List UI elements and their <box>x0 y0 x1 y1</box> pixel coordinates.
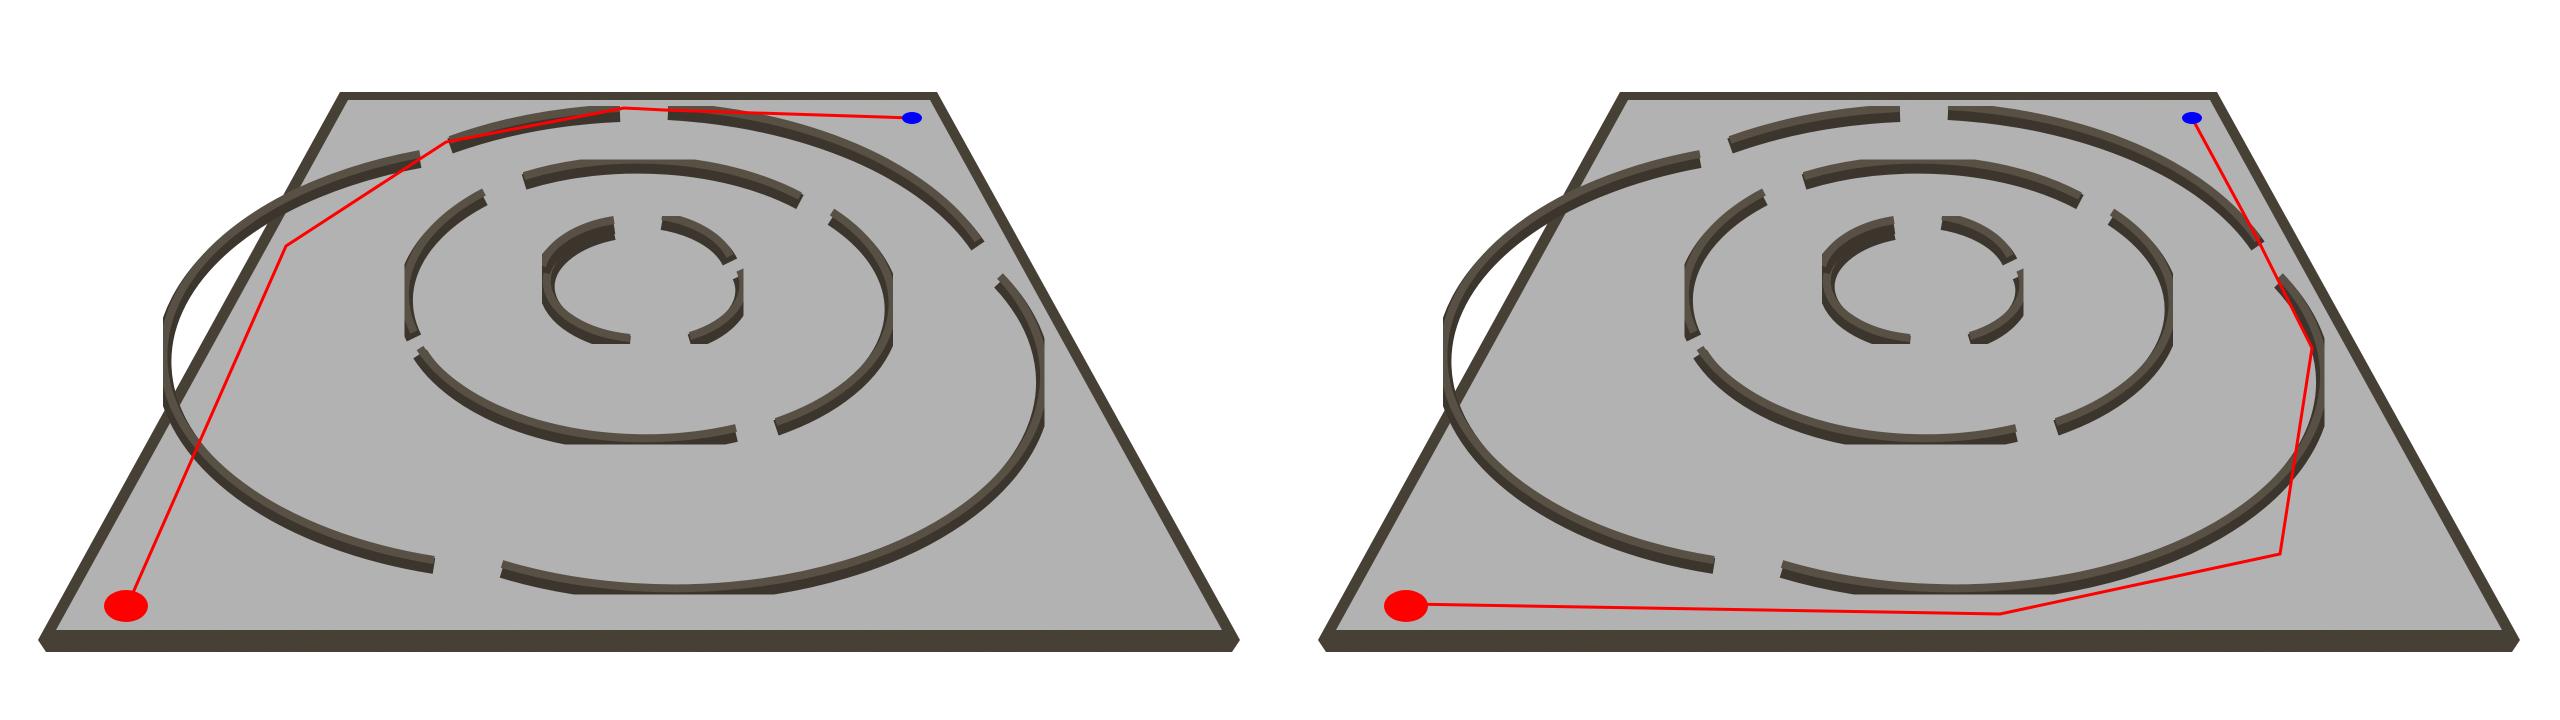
wall-segment <box>667 104 985 251</box>
maze-panel-left <box>38 92 1240 652</box>
planned-path <box>126 106 913 605</box>
inner-ring <box>1814 212 2032 352</box>
wall-segment <box>447 106 621 154</box>
start-marker <box>1384 590 1428 622</box>
inner-ring <box>534 212 752 352</box>
outer-ring <box>155 102 1052 603</box>
planned-path <box>1407 117 2314 616</box>
board-floor <box>1336 100 2502 630</box>
wall-segment <box>448 104 621 144</box>
outer-ring <box>1435 102 2332 603</box>
goal-marker <box>902 112 922 124</box>
goal-marker <box>2182 112 2202 124</box>
board-floor <box>56 100 1222 630</box>
maze-panel-right <box>1318 92 2520 652</box>
middle-ring <box>1676 155 2181 453</box>
wall-segment <box>500 273 1048 593</box>
wall-segment <box>159 150 435 564</box>
start-marker <box>104 590 148 622</box>
middle-ring <box>396 155 901 453</box>
